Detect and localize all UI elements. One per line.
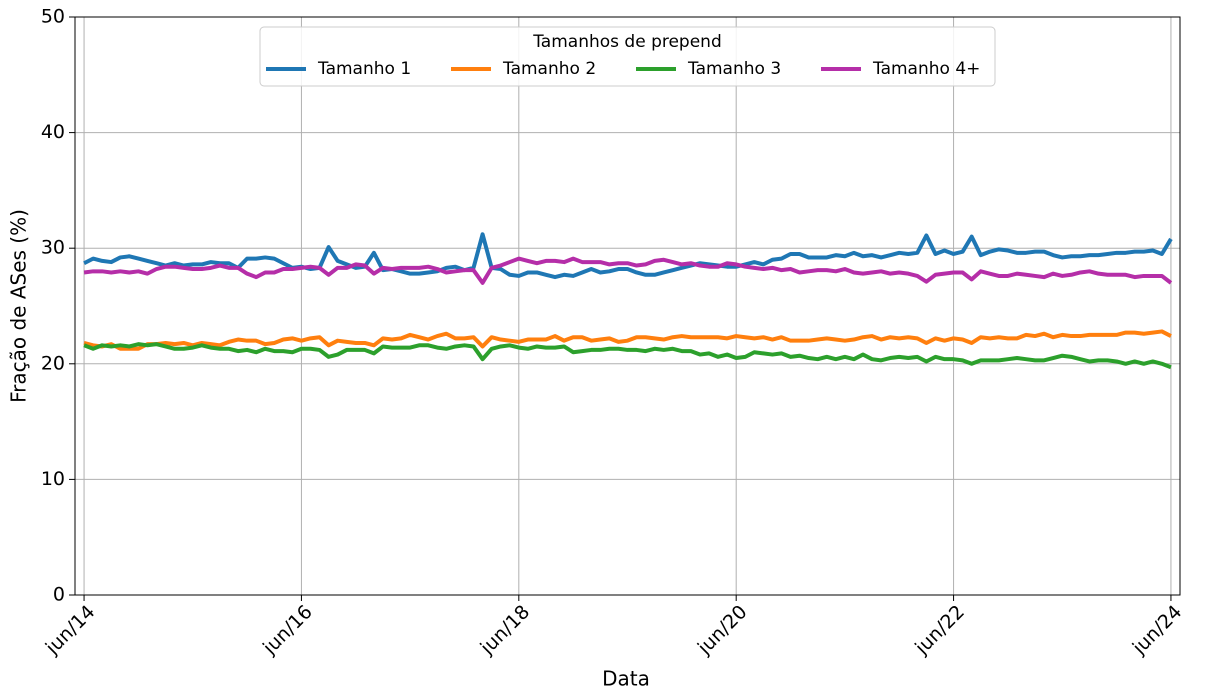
data-line: [83, 256, 1173, 285]
data-line: [83, 329, 1172, 351]
legend-box: [259, 26, 996, 87]
y-tick-label: 0: [53, 584, 65, 606]
legend-label: Tamanho 4+: [872, 59, 980, 79]
y-axis-label: Fração de ASes (%): [7, 209, 31, 403]
data-line: [83, 342, 1172, 370]
legend-title: Tamanhos de prepend: [532, 32, 722, 52]
y-tick-label: 10: [41, 468, 65, 490]
y-tick-label: 40: [41, 121, 65, 143]
legend-label: Tamanho 1: [317, 59, 411, 79]
x-axis-label: Data: [602, 667, 650, 691]
legend-label: Tamanho 3: [687, 59, 781, 79]
data-line: [83, 232, 1173, 280]
y-tick-label: 50: [41, 6, 65, 28]
plot-frame: [74, 16, 1181, 596]
y-tick-label: 20: [41, 352, 65, 374]
legend-label: Tamanho 2: [502, 59, 596, 79]
y-tick-label: 30: [41, 237, 65, 259]
